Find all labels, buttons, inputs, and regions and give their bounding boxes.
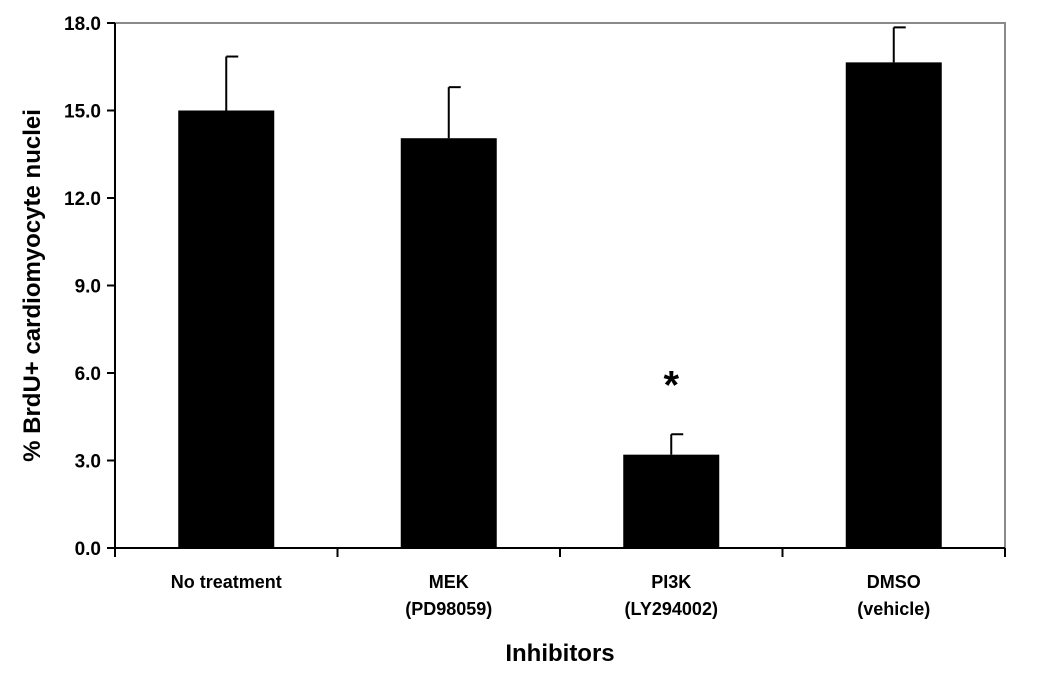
- y-tick-label: 3.0: [75, 452, 101, 473]
- x-axis-title: Inhibitors: [505, 640, 614, 667]
- x-category-label-line: (vehicle): [857, 599, 930, 619]
- bar: [845, 62, 942, 548]
- x-category-label-line: (LY294002): [625, 599, 718, 619]
- bar: [178, 110, 275, 548]
- x-category-label-line: No treatment: [171, 572, 282, 592]
- significance-annotation: *: [663, 363, 679, 407]
- x-category-label-line: MEK: [429, 572, 469, 592]
- x-category-label: DMSO (vehicle): [857, 572, 930, 619]
- y-tick-label: 15.0: [64, 102, 101, 123]
- y-tick-label: 18.0: [64, 14, 101, 35]
- x-category-label: PI3K (LY294002): [625, 572, 718, 619]
- y-axis-title: % BrdU+ cardiomyocyte nuclei: [19, 109, 46, 462]
- bar: [623, 454, 720, 548]
- x-category-label: MEK (PD98059): [405, 572, 492, 619]
- y-tick-label: 6.0: [75, 364, 101, 385]
- x-category-label: No treatment: [171, 572, 282, 592]
- y-tick-label: 0.0: [75, 539, 101, 560]
- bar: [400, 138, 497, 549]
- x-category-label-line: DMSO: [867, 572, 921, 592]
- x-category-label-line: PI3K: [651, 572, 691, 592]
- x-category-label-line: (PD98059): [405, 599, 492, 619]
- y-tick-label: 9.0: [75, 277, 101, 298]
- y-tick-label: 12.0: [64, 189, 101, 210]
